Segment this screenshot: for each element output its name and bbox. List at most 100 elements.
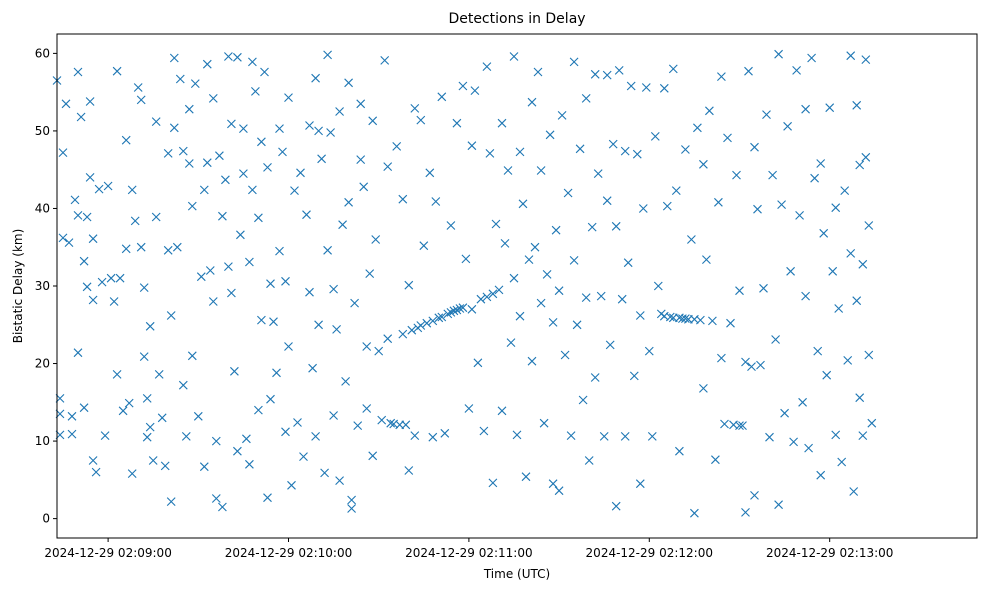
data-point	[690, 508, 699, 518]
data-point	[662, 201, 672, 211]
data-point	[449, 306, 459, 316]
data-point	[211, 494, 221, 503]
data-point	[644, 346, 654, 356]
data-point	[88, 295, 98, 305]
y-tick-label: 50	[35, 124, 50, 138]
data-point	[593, 169, 603, 178]
data-point	[548, 479, 558, 489]
data-point	[338, 220, 347, 230]
data-point	[299, 452, 308, 461]
data-point	[840, 186, 850, 195]
data-point	[858, 431, 868, 440]
data-point	[341, 377, 350, 386]
data-point	[419, 241, 429, 251]
data-point	[855, 160, 865, 170]
data-point	[738, 421, 747, 430]
data-point	[831, 203, 841, 213]
data-point	[605, 340, 615, 350]
x-axis-label: Time (UTC)	[483, 567, 550, 581]
data-point	[428, 316, 438, 326]
data-point	[383, 334, 393, 344]
data-point	[557, 111, 567, 120]
data-point	[233, 446, 242, 456]
data-point	[278, 147, 287, 157]
data-point	[792, 66, 801, 75]
data-point	[377, 415, 387, 425]
data-point	[208, 94, 218, 103]
data-point	[783, 121, 792, 131]
data-point	[64, 238, 74, 247]
data-point	[103, 181, 113, 191]
data-point	[79, 256, 89, 266]
data-point	[864, 221, 874, 230]
data-point	[611, 501, 621, 511]
data-point	[166, 497, 176, 506]
data-point	[572, 320, 582, 330]
data-point	[91, 467, 101, 477]
data-point	[467, 141, 477, 151]
data-point	[368, 116, 378, 126]
data-point	[804, 443, 813, 453]
data-point	[485, 149, 495, 158]
data-point	[581, 94, 591, 103]
data-point	[798, 397, 807, 407]
data-point	[79, 403, 89, 413]
data-point	[202, 59, 212, 69]
data-point	[82, 282, 92, 292]
data-point	[160, 461, 170, 471]
data-point	[58, 233, 68, 243]
data-point	[635, 479, 645, 489]
data-point	[687, 235, 696, 244]
data-point	[675, 446, 684, 456]
data-point	[296, 168, 305, 178]
data-point	[741, 508, 750, 517]
data-point	[852, 100, 862, 110]
data-point	[269, 317, 278, 327]
data-point	[353, 421, 363, 430]
data-point	[497, 118, 507, 128]
data-point	[599, 432, 609, 441]
data-point	[425, 168, 435, 178]
data-point	[590, 373, 600, 382]
data-point	[705, 106, 714, 116]
data-point	[641, 83, 651, 92]
data-point	[347, 504, 356, 513]
data-point	[139, 352, 149, 361]
data-point	[224, 52, 233, 61]
data-point	[205, 266, 215, 275]
data-point	[602, 70, 612, 80]
data-point	[452, 305, 462, 315]
data-point	[825, 103, 835, 113]
data-point	[563, 188, 573, 198]
data-point	[717, 353, 726, 363]
data-point	[380, 56, 390, 65]
data-point	[708, 316, 717, 326]
data-point	[112, 370, 122, 379]
data-point	[224, 262, 233, 271]
data-point	[151, 117, 161, 126]
data-point	[61, 99, 71, 109]
data-point	[623, 258, 633, 268]
data-point	[166, 311, 176, 320]
data-point	[807, 53, 816, 63]
data-point	[774, 500, 783, 510]
data-point	[127, 469, 137, 478]
data-point	[145, 321, 155, 331]
data-point	[816, 159, 826, 168]
data-point	[85, 97, 95, 106]
data-point	[290, 186, 299, 195]
data-point	[133, 83, 143, 92]
data-point	[326, 128, 335, 137]
data-point	[488, 478, 498, 488]
data-point	[461, 254, 471, 264]
data-point	[681, 314, 690, 323]
data-point	[777, 200, 786, 209]
plot-frame	[56, 33, 978, 539]
data-point	[617, 294, 627, 304]
data-point	[620, 146, 630, 156]
data-point	[650, 132, 660, 141]
data-point	[221, 175, 230, 185]
data-point	[272, 368, 281, 378]
x-tick-label: 2024-12-29 02:12:00	[586, 546, 713, 560]
data-point	[810, 173, 819, 183]
